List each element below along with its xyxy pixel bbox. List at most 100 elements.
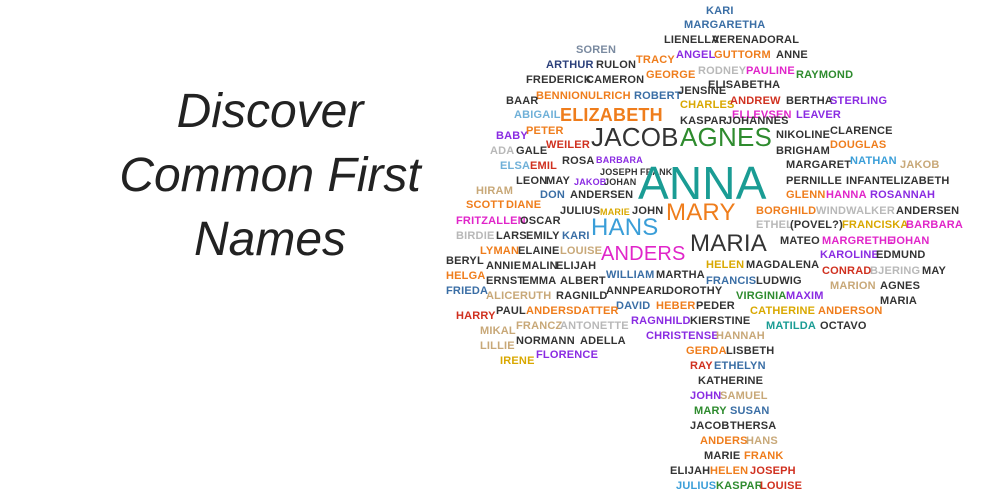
cloud-word: RULON (596, 59, 637, 71)
cloud-word: MARTHA (656, 269, 705, 281)
cloud-word: ANGEL (676, 49, 716, 61)
cloud-word: ELIJAH (556, 260, 597, 272)
cloud-word: PAUL (496, 305, 526, 317)
cloud-word: ELSA (500, 160, 531, 172)
cloud-word: OSCAR (520, 215, 561, 227)
headline-line-3: Names (193, 213, 347, 266)
cloud-word: IRENE (500, 355, 535, 367)
cloud-word: MARIE (600, 207, 630, 217)
cloud-word: ANDERSEN (570, 189, 634, 201)
cloud-word: EMIL (530, 160, 558, 172)
cloud-word: MARY (666, 199, 736, 226)
cloud-word: JOHN (690, 390, 722, 402)
cloud-word: ABIGAIL (514, 109, 561, 121)
cloud-word: VIRGINIA (736, 290, 787, 302)
cloud-word: KASPAR (680, 115, 727, 127)
cloud-word: JOSEPH (750, 465, 796, 477)
cloud-word: MARGRETHE (822, 235, 895, 247)
cloud-word: LOUISE (560, 245, 603, 257)
cloud-word: MIKAL (480, 325, 516, 337)
cloud-word: OCTAVO (820, 320, 867, 332)
cloud-word: TRACY (636, 54, 675, 66)
cloud-word: ELAINE (518, 245, 560, 257)
headline: Discover Common First Names (60, 80, 480, 272)
cloud-word: DAVID (616, 300, 651, 312)
cloud-word: ANTONETTE (560, 320, 629, 332)
cloud-word: MARIE (704, 450, 741, 462)
cloud-word: JOHAN (890, 235, 930, 247)
cloud-word: RAGNHILD (631, 315, 691, 327)
cloud-word: BORGHILD (756, 205, 817, 217)
cloud-word: LEAVER (796, 109, 842, 121)
cloud-word: HANNA (826, 189, 867, 201)
cloud-word: JOHANNES (726, 115, 789, 127)
cloud-word: GLENN (786, 189, 826, 201)
cloud-word: SOREN (576, 44, 617, 56)
cloud-word: HIRAM (476, 185, 514, 197)
cloud-word: ETHEL (756, 219, 794, 231)
cloud-word: ERNST (486, 275, 525, 287)
cloud-word: DON (540, 189, 566, 201)
headline-line-1: Discover (176, 85, 364, 138)
cloud-word: JULIUS (676, 480, 717, 492)
cloud-word: FRITZALLEN (456, 215, 526, 227)
cloud-word: ANDERSEN (896, 205, 960, 217)
cloud-word: PEDER (696, 300, 735, 312)
cloud-word: RAGNILD (556, 290, 608, 302)
cloud-word: DOROTHY (666, 285, 723, 297)
cloud-word: LYMAN (480, 245, 520, 257)
cloud-word: SUSAN (730, 405, 770, 417)
cloud-word: LEON (516, 175, 548, 187)
cloud-word: LIENELLA (664, 34, 720, 46)
cloud-word: PAULINE (746, 65, 795, 77)
cloud-word: WEILER (546, 139, 590, 151)
cloud-word: WILLIAM (606, 269, 655, 281)
cloud-word: KASPAR (716, 480, 763, 492)
cloud-word: FRANK (640, 167, 673, 177)
cloud-word: HELGA (446, 270, 486, 282)
cloud-word: ANDREW (730, 95, 781, 107)
cloud-word: HELEN (706, 259, 745, 271)
cloud-word: AGNES (880, 280, 921, 292)
cloud-word: JENSINE (678, 85, 727, 97)
cloud-word: ANDERSDATTER (526, 305, 619, 317)
cloud-word: MAY (922, 265, 947, 277)
cloud-word: MAGDALENA (746, 259, 820, 271)
cloud-word: ETHELYN (714, 360, 766, 372)
cloud-word: GALE (516, 145, 548, 157)
cloud-word: EMILY (526, 230, 560, 242)
cloud-word: PETER (526, 125, 564, 137)
cloud-word: SAMUEL (720, 390, 768, 402)
cloud-word: FLORENCE (536, 349, 599, 361)
cloud-word: ROBERT (634, 90, 682, 102)
cloud-word: ARTHUR (546, 59, 594, 71)
cloud-word: KATHERINE (698, 375, 764, 387)
cloud-word: BRIGHAM (776, 145, 830, 157)
cloud-word: FRANCZ (516, 320, 563, 332)
cloud-word: THERSA (730, 420, 777, 432)
cloud-word: LUDWIG (756, 275, 802, 287)
headline-line-2: Common First (119, 149, 421, 202)
cloud-word: STERLING (830, 95, 888, 107)
cloud-word: CONRAD (822, 265, 872, 277)
cloud-word: AGNES (680, 122, 773, 152)
cloud-word: CHRISTENSE (646, 330, 719, 342)
cloud-word: CATHERINE (750, 305, 816, 317)
cloud-word: MATEO (780, 235, 820, 247)
cloud-word: MARIA (690, 230, 768, 257)
cloud-word: BAAR (506, 95, 539, 107)
cloud-word: KARI (562, 230, 590, 242)
cloud-word: MARY (694, 405, 727, 417)
cloud-word: DORAL (759, 34, 800, 46)
cloud-word: SCOTT (466, 199, 505, 211)
cloud-word: ELIZABETH (886, 175, 950, 187)
cloud-word: JOHN (632, 205, 664, 217)
cloud-word: INFANT (846, 175, 887, 187)
cloud-word: CLARENCE (830, 125, 893, 137)
cloud-word: NATHAN (850, 155, 897, 167)
cloud-word: ANNIE (486, 260, 522, 272)
cloud-word: ALBERT (560, 275, 606, 287)
cloud-word: MARGARETHA (684, 19, 766, 31)
cloud-word: HANS (591, 214, 659, 241)
